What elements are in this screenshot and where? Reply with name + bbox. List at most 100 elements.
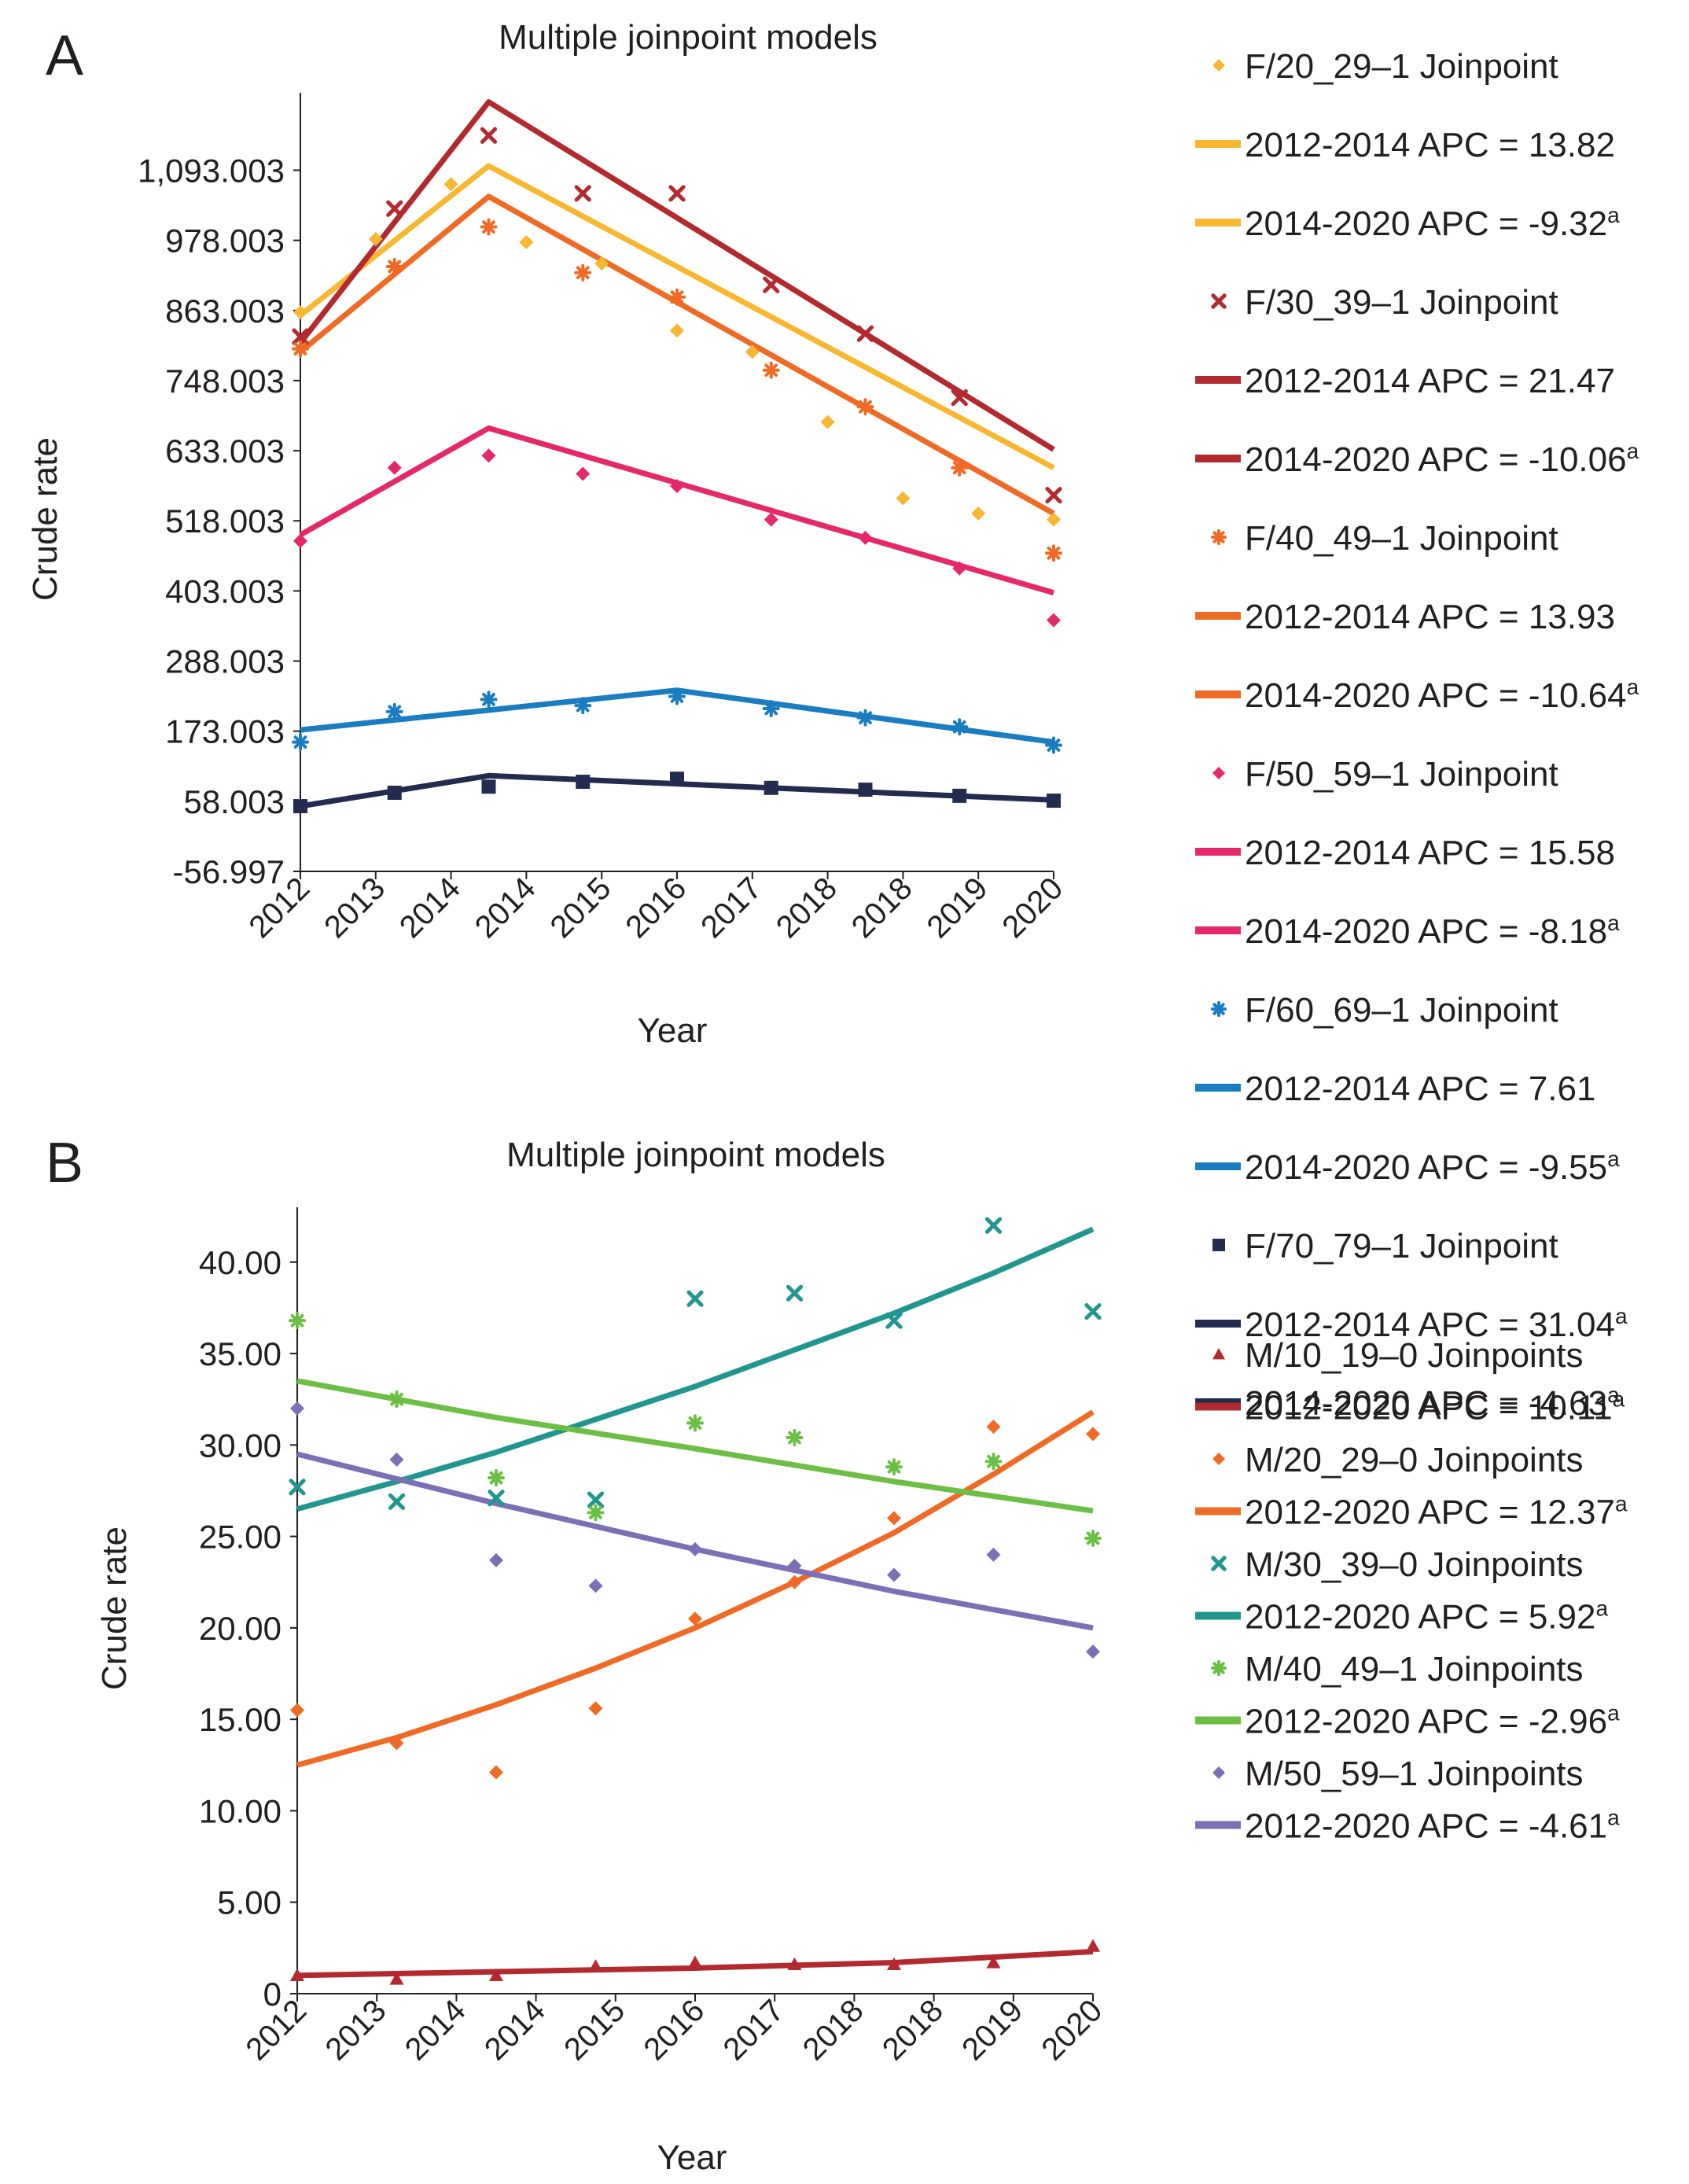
- panel-b-point-series-4-6: [786, 1429, 804, 1447]
- panel-a-legend-label-series-4: F/50_59–1 Joinpoint: [1245, 755, 1558, 794]
- panel-a-legend-marker-series-3-spoke-4: [1212, 531, 1225, 543]
- panel-a-point-series-5-7-spoke-4: [859, 711, 872, 725]
- panel-a-point-series-4-3: [481, 448, 496, 463]
- panel-a-point-series-6-8: [952, 788, 967, 803]
- panel-b-point-series-3-7: [885, 1312, 903, 1329]
- panel-a-legend-fit-label-series-3-fit-2: 2014-2020 APC = -10.64a: [1245, 675, 1639, 715]
- panel-a-point-series-5-5-spoke-4: [670, 690, 684, 703]
- panel-a-legend-fit-label-series-3-fit-1: 2012-2014 APC = 13.93: [1245, 598, 1615, 636]
- panel-b-point-series-3-7-stroke-2: [885, 1312, 903, 1329]
- panel-a-legend-fit-label-series-4-fit-1: 2012-2014 APC = 15.58: [1245, 834, 1615, 872]
- panel-a-point-series-2-1-stroke-2: [292, 328, 309, 345]
- panel-a-point-series-5-2: [385, 702, 403, 720]
- panel-b-point-series-1-4: [588, 1959, 603, 1972]
- panel-b-point-series-5-6: [787, 1558, 802, 1573]
- panel-a-point-series-5-2-spoke-4: [388, 705, 402, 719]
- panel-a-point-series-6-4: [576, 775, 591, 790]
- panel-a-point-series-2-9: [1045, 487, 1062, 504]
- panel-b-legend-fit-label-series-1-fit-1: 2012-2020 APC = 10.11a: [1245, 1387, 1625, 1427]
- panel-b-y-axis-label: Crude rate: [95, 1527, 134, 1690]
- panel-b-y-tick-label-8: 40.00: [199, 1244, 282, 1281]
- panel-a-point-series-1-6: [670, 323, 684, 338]
- panel-b-point-series-2-3: [489, 1765, 503, 1780]
- panel-b-label: B: [46, 1132, 83, 1195]
- panel-a-legend-label-series-1: F/20_29–1 Joinpoint: [1245, 47, 1558, 86]
- panel-b-point-series-4-1: [289, 1312, 306, 1330]
- panel-b-point-series-1-9: [1086, 1939, 1100, 1952]
- panel-a-point-series-3-6: [762, 361, 780, 379]
- panel-a-legend-marker-series-3: [1211, 529, 1227, 545]
- panel-b-point-series-2-7: [887, 1511, 901, 1526]
- panel-a-point-series-3-1-spoke-4: [293, 342, 307, 355]
- panel-a-point-series-5-5: [668, 687, 686, 705]
- panel-b-point-series-3-2-stroke-2: [388, 1493, 406, 1511]
- panel-a-title: Multiple joinpoint models: [499, 18, 878, 57]
- panel-a-point-series-1-8: [820, 414, 835, 429]
- panel-a-y-tick-label-4: 403.003: [165, 573, 285, 610]
- panel-a-legend-fit-label-series-6-fit-1: 2012-2014 APC = 31.04a: [1245, 1304, 1628, 1344]
- panel-b-point-series-1-5: [688, 1955, 702, 1969]
- panel-a-point-series-1-2: [368, 232, 383, 247]
- panel-a-point-series-5-6-spoke-4: [764, 702, 778, 716]
- panel-a-legend-marker-series-2: [1211, 293, 1227, 309]
- panel-a-point-series-3-8: [951, 459, 969, 477]
- panel-a-point-series-3-3-spoke-4: [482, 220, 495, 234]
- panel-a-point-series-5-3-spoke-4: [482, 693, 495, 706]
- panel-b-legend: M/10_19–0 Joinpoints 2012-2020 APC = 10.1…: [1195, 1336, 1628, 1846]
- panel-b-y-tick-label-0: 0: [263, 1976, 282, 2013]
- panel-b-legend-marker-series-3: [1211, 1556, 1227, 1571]
- panel-a-point-series-3-8-spoke-4: [952, 461, 966, 475]
- panel-a-point-series-2-3: [480, 127, 498, 144]
- panel-a-point-series-4-6: [764, 512, 778, 527]
- panel-b-point-series-2-4: [588, 1701, 603, 1716]
- panel-b-legend-marker-series-4-spoke-4: [1212, 1662, 1225, 1674]
- panel-a-point-series-1-11: [1047, 512, 1061, 527]
- panel-a-y-tick-label-2: 173.003: [165, 713, 285, 750]
- panel-b-point-series-4-5-spoke-4: [688, 1416, 702, 1430]
- panel-b-point-series-2-9: [1086, 1427, 1100, 1442]
- panel-b-legend-label-series-3: M/30_39–0 Joinpoints: [1245, 1545, 1584, 1584]
- panel-b-point-series-1-7: [887, 1957, 901, 1970]
- panel-a-point-series-1-10: [971, 506, 986, 521]
- panel-a-point-series-4-5: [670, 479, 684, 494]
- panel-a-point-series-5-4: [574, 697, 592, 715]
- panel-b-point-series-5-5: [688, 1541, 702, 1556]
- panel-a-point-series-6-6: [764, 780, 778, 795]
- panel-a-y-tick-label-6: 633.003: [165, 433, 285, 470]
- panel-b-point-series-4-2-spoke-4: [390, 1392, 403, 1406]
- panel-b-title: Multiple joinpoint models: [506, 1136, 885, 1174]
- panel-a-point-series-5-8: [951, 718, 969, 736]
- panel-b-point-series-2-1: [290, 1703, 304, 1718]
- panel-a-y-axis-label: Crude rate: [26, 437, 64, 601]
- panel-b-point-series-4-9: [1084, 1529, 1102, 1547]
- panel-b-legend-marker-series-1: [1212, 1348, 1225, 1360]
- panel-a-point-series-2-8: [951, 389, 968, 407]
- panel-a-point-series-5-4-spoke-4: [576, 698, 590, 713]
- panel-b-legend-label-series-5: M/50_59–1 Joinpoints: [1245, 1755, 1584, 1793]
- panel-a-y-tick-label-10: 1,093.003: [138, 152, 285, 189]
- panel-a-y-tick-label-9: 978.003: [165, 223, 285, 260]
- panel-b-y-tick-label-5: 25.00: [199, 1519, 282, 1556]
- panel-b-point-series-5-1: [290, 1401, 304, 1416]
- panel-a-y-tick-label-1: 58.003: [184, 783, 285, 820]
- panel-b-y-tick-label-7: 35.00: [199, 1335, 282, 1372]
- panel-b-legend-marker-series-5: [1212, 1766, 1225, 1779]
- panel-b-point-series-2-6: [787, 1574, 802, 1589]
- panel-a-point-series-2-4: [574, 185, 591, 202]
- panel-a-legend-fit-label-series-6-fit-2: 2014-2020 APC = -4.63a: [1245, 1383, 1620, 1423]
- panel-b-point-series-3-1: [289, 1479, 306, 1496]
- panel-a-point-series-2-8-stroke-2: [951, 389, 968, 407]
- panel-b-point-series-4-1-spoke-4: [290, 1313, 304, 1328]
- panel-a-point-series-4-8: [952, 561, 967, 576]
- panel-a-point-series-5-3: [480, 691, 498, 709]
- panel-b-point-series-5-7: [887, 1567, 901, 1582]
- panel-b-y-tick-label-3: 15.00: [199, 1701, 282, 1738]
- panel-a-point-series-3-2: [385, 257, 403, 275]
- panel-a-point-series-3-3: [480, 218, 498, 236]
- panel-b-point-series-3-5: [686, 1290, 704, 1307]
- panel-a-point-series-3-6-spoke-4: [764, 363, 778, 378]
- panel-a-point-series-2-1: [292, 328, 309, 345]
- panel-a-legend-fit-label-series-2-fit-2: 2014-2020 APC = -10.06a: [1245, 439, 1639, 479]
